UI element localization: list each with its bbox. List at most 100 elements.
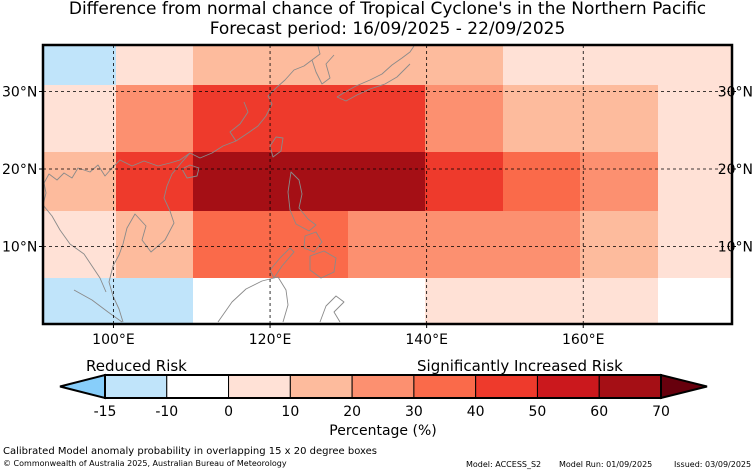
- grid-cell: [43, 45, 116, 85]
- grid-cell: [658, 45, 732, 85]
- hainan-coastline: [181, 164, 200, 179]
- taiwan-coastline: [269, 136, 284, 158]
- axis-labels: 30°N 30°N 20°N 20°N 10°N 10°N 100°E 120°E 140°E 1…: [2, 85, 753, 349]
- grid-cell: [43, 211, 116, 278]
- grid-cell: [425, 152, 503, 211]
- grid-cell: [503, 278, 580, 324]
- grid-cell: [425, 278, 503, 324]
- asia-coastline: [42, 45, 321, 206]
- lon-label: 140°E: [405, 332, 448, 348]
- japan-south-coast: [336, 63, 411, 102]
- colorbar-tick-label: 50: [529, 404, 547, 420]
- colorbar-tick-label: 40: [467, 404, 485, 420]
- colorbar-tick-label: 60: [590, 404, 608, 420]
- colorbar-segment: [228, 374, 291, 399]
- grid-cell: [658, 211, 732, 278]
- grid-cell: [193, 85, 348, 152]
- korea-coastline: [311, 54, 335, 85]
- lat-lon-gridlines: [43, 45, 732, 324]
- colorbar-segment: [413, 374, 477, 399]
- colorbar-segment: [166, 374, 230, 399]
- forecast-period-subtitle: Forecast period: 16/09/2025 - 22/09/2025: [209, 19, 566, 39]
- grid-cell: [43, 152, 116, 211]
- grid-cell: [193, 211, 348, 278]
- grid-cell: [116, 85, 193, 152]
- lat-label-left: 10°N: [2, 240, 37, 256]
- lon-label: 120°E: [249, 332, 292, 348]
- grid-cell: [348, 278, 425, 324]
- grid-cell: [580, 85, 658, 152]
- visayas-coastline: [303, 231, 323, 253]
- grid-cell: [658, 152, 732, 211]
- footer-copyright: © Commonwealth of Australia 2025, Austra…: [3, 459, 287, 468]
- grid-cell: [503, 211, 580, 278]
- grid-cell: [658, 278, 732, 324]
- map-frame: [41, 43, 734, 326]
- colorbar-segment: [475, 374, 538, 399]
- china-inner-coast: [229, 101, 249, 142]
- grid-cell: [193, 152, 348, 211]
- footer-note: Calibrated Model anomaly probability in …: [3, 446, 378, 457]
- footer-issued: Issued: 03/09/2025: [674, 460, 752, 469]
- grid-cell: [658, 85, 732, 152]
- grid-cell: [116, 152, 193, 211]
- japan-coastline: [336, 45, 415, 98]
- lon-label: 160°E: [562, 332, 605, 348]
- grid-cell: [503, 152, 580, 211]
- colorbar-segment: [289, 374, 353, 399]
- colorbar-max-arrow: [660, 373, 708, 400]
- reduced-risk-label: Reduced Risk: [86, 357, 187, 375]
- colorbar-tick-label: 0: [224, 404, 233, 420]
- colorbar-tick-label: 20: [343, 404, 361, 420]
- lat-label-left: 30°N: [2, 85, 37, 101]
- grid-cell: [348, 211, 425, 278]
- grid-cell: [116, 211, 193, 278]
- indochina-coastline: [108, 152, 191, 323]
- grid-cell: [580, 152, 658, 211]
- grid-cell: [503, 45, 580, 85]
- myanmar-coastline: [42, 204, 107, 293]
- colorbar-tick-label: 10: [281, 404, 299, 420]
- grid-cell: [580, 211, 658, 278]
- grid-cell: [116, 278, 193, 324]
- sulawesi-coastline: [319, 295, 345, 323]
- probability-grid: [43, 45, 732, 324]
- lon-label: 100°E: [92, 332, 135, 348]
- colorbar-frame: [104, 374, 662, 399]
- grid-cell: [348, 152, 425, 211]
- grid-cell: [43, 278, 116, 324]
- colorbar-segment: [536, 374, 600, 399]
- footer-model-run: Model Run: 01/09/2025: [559, 460, 653, 469]
- colorbar-tick-label: 70: [652, 404, 670, 420]
- colorbar-segment: [104, 374, 168, 399]
- mindanao-coastline: [309, 250, 337, 279]
- grid-cell: [193, 278, 348, 324]
- lat-label-right: 20°N: [718, 162, 753, 178]
- colorbar-segment: [351, 374, 415, 399]
- grid-cell: [503, 85, 580, 152]
- grid-cell: [425, 85, 503, 152]
- grid-cell: [580, 45, 658, 85]
- grid-cell: [193, 45, 348, 85]
- footer-model: Model: ACCESS_S2: [466, 460, 542, 469]
- luzon-coastline: [287, 171, 317, 232]
- sumatra-coastline: [73, 289, 123, 323]
- colorbar-segment: [598, 374, 662, 399]
- colorbar-tick-label: -10: [155, 404, 178, 420]
- colorbar: -15 -10 0 10 20 30 40 50 60 70 Percentage (%): [59, 373, 708, 439]
- grid-cell: [348, 85, 425, 152]
- grid-cell: [580, 278, 658, 324]
- lat-label-left: 20°N: [2, 162, 37, 178]
- grid-cell: [348, 45, 425, 85]
- grid-cell: [425, 45, 503, 85]
- increased-risk-label: Significantly Increased Risk: [417, 357, 623, 375]
- colorbar-tick-label: -15: [94, 404, 117, 420]
- grid-cell: [116, 45, 193, 85]
- lat-label-right: 30°N: [718, 85, 753, 101]
- lat-label-right: 10°N: [718, 240, 753, 256]
- grid-cell: [425, 211, 503, 278]
- colorbar-min-arrow: [59, 373, 106, 400]
- map-title: Difference from normal chance of Tropica…: [68, 0, 707, 19]
- grid-cell: [43, 85, 116, 152]
